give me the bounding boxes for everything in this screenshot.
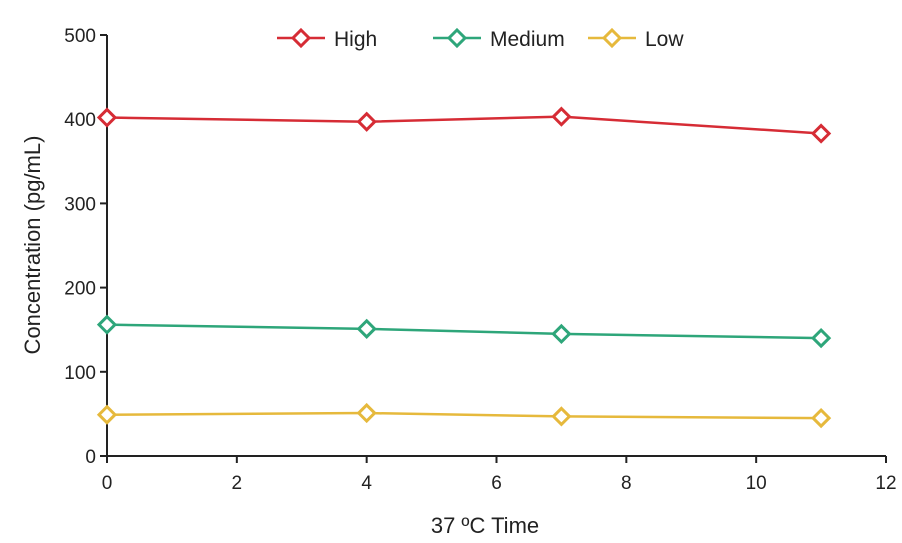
data-point-low (356, 402, 377, 424)
x-tick-label: 2 (232, 473, 243, 494)
legend-item-medium: Medium (433, 27, 565, 51)
series-high (96, 106, 832, 144)
x-tick-label: 10 (746, 473, 767, 494)
x-tick-label: 6 (491, 473, 502, 494)
series-line-high (106, 115, 822, 135)
series-line-low (106, 411, 822, 420)
y-tick-label: 100 (64, 363, 96, 384)
series-layer (96, 106, 832, 429)
legend-item-low: Low (588, 27, 684, 51)
data-point-low (810, 407, 832, 429)
y-tick-label: 500 (64, 26, 96, 47)
y-axis-title: Concentration (pg/mL) (20, 136, 45, 355)
data-point-high (356, 111, 377, 132)
y-tick-label: 400 (64, 110, 96, 131)
axes: 0 100 200 300 400 500 0 2 4 6 8 10 12 (64, 26, 896, 494)
data-point-medium (810, 327, 832, 349)
legend-marker-medium (446, 27, 468, 49)
legend-marker-low (601, 27, 623, 49)
data-point-medium (551, 323, 572, 345)
x-axis-title: 37 ºC Time (431, 513, 539, 538)
y-tick-label: 300 (64, 194, 96, 215)
legend-label-medium: Medium (490, 28, 565, 51)
x-tick-label: 4 (361, 473, 372, 494)
legend-label-low: Low (645, 28, 684, 51)
data-point-medium (96, 314, 118, 335)
data-point-low (96, 404, 118, 425)
legend-marker-high (290, 27, 312, 49)
series-line-medium (106, 323, 822, 340)
data-point-high (810, 123, 832, 144)
y-tick-label: 200 (64, 279, 96, 300)
legend: High Medium Low (277, 27, 684, 51)
series-medium (96, 314, 832, 349)
legend-label-high: High (334, 28, 377, 51)
legend-item-high: High (277, 27, 377, 51)
x-tick-label: 8 (621, 473, 632, 494)
data-point-high (96, 107, 118, 128)
x-tick-label: 12 (875, 473, 896, 494)
x-tick-label: 0 (102, 473, 113, 494)
data-point-medium (356, 318, 377, 339)
y-tick-label: 0 (85, 447, 96, 468)
series-low (96, 402, 832, 429)
data-point-high (551, 106, 572, 127)
data-point-low (551, 406, 572, 427)
